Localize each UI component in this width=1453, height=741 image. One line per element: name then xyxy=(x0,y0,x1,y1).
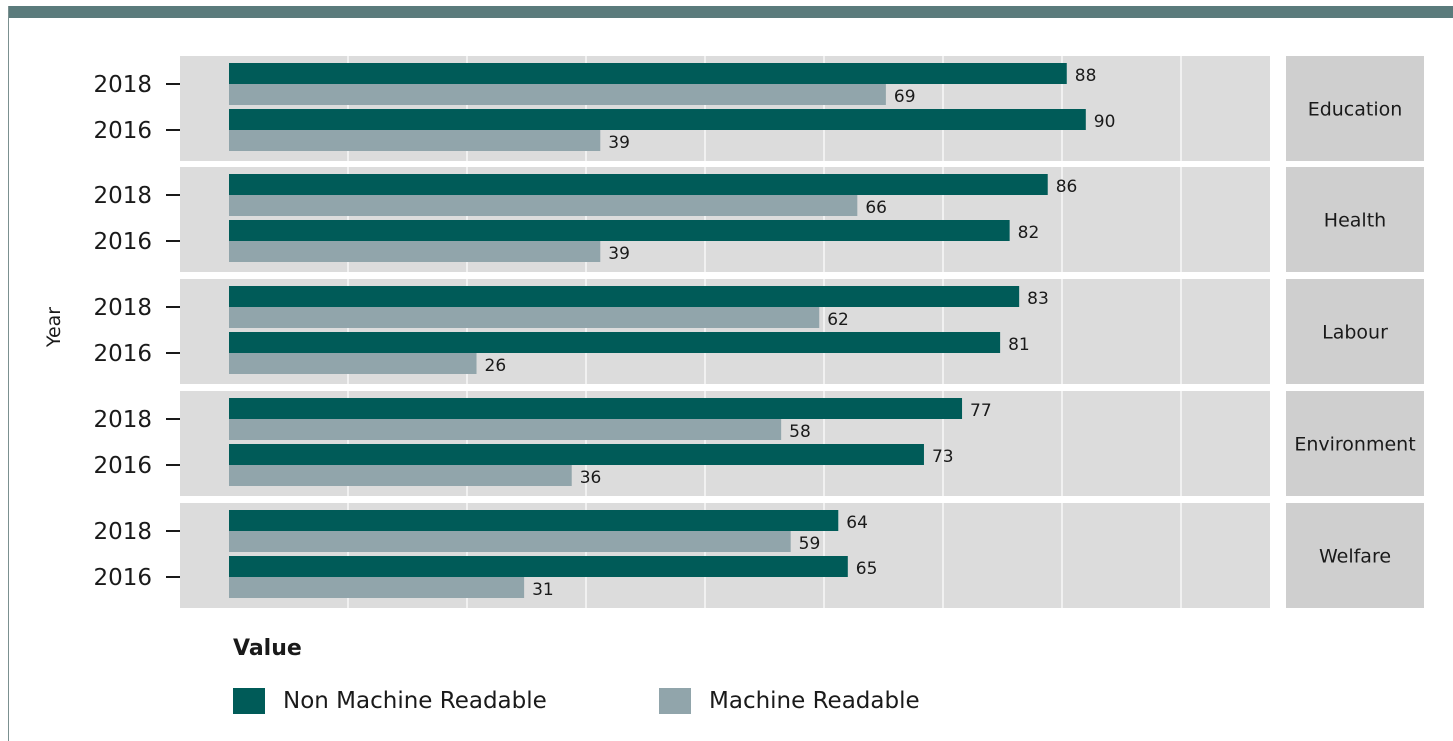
bar-labour-2018-non-machine-readable xyxy=(229,286,1020,307)
data-label-labour-2016-machine-readable: 26 xyxy=(485,356,507,376)
top-border xyxy=(8,6,1453,18)
legend-swatch-machine-readable xyxy=(659,688,691,714)
bar-welfare-2016-non-machine-readable xyxy=(229,556,848,577)
data-label-education-2018-machine-readable: 69 xyxy=(894,87,916,107)
bar-welfare-2018-machine-readable xyxy=(229,531,791,552)
legend-item-non-machine-readable: Non Machine Readable xyxy=(233,688,547,714)
y-tick-label-labour-2018: 2018 xyxy=(93,295,152,321)
bar-environment-2016-machine-readable xyxy=(229,465,572,486)
facet-label-environment: Environment xyxy=(1294,434,1415,456)
legend-title: Value xyxy=(233,636,302,661)
facet-label-labour: Labour xyxy=(1322,322,1388,344)
facet-strip-labour xyxy=(1286,279,1424,384)
bar-welfare-2018-non-machine-readable xyxy=(229,510,839,531)
left-border xyxy=(8,6,9,741)
bar-health-2018-non-machine-readable xyxy=(229,174,1048,195)
facet-label-health: Health xyxy=(1324,210,1386,232)
data-label-environment-2018-machine-readable: 58 xyxy=(789,422,811,442)
y-tick-label-environment-2016: 2016 xyxy=(93,453,152,479)
data-label-health-2018-non-machine-readable: 86 xyxy=(1056,177,1078,197)
data-label-welfare-2018-machine-readable: 59 xyxy=(799,534,821,554)
facet-label-welfare: Welfare xyxy=(1319,546,1391,568)
bar-education-2018-non-machine-readable xyxy=(229,63,1067,84)
data-label-welfare-2018-non-machine-readable: 64 xyxy=(846,513,868,533)
bar-environment-2016-non-machine-readable xyxy=(229,444,924,465)
facet-label-education: Education xyxy=(1308,99,1403,121)
data-label-labour-2018-machine-readable: 62 xyxy=(827,310,849,330)
facet-strip-environment xyxy=(1286,391,1424,496)
y-tick-label-education-2016: 2016 xyxy=(93,118,152,144)
legend-swatch-non-machine-readable xyxy=(233,688,265,714)
y-tick-label-education-2018: 2018 xyxy=(93,72,152,98)
data-label-health-2016-machine-readable: 39 xyxy=(608,244,630,264)
data-label-education-2018-non-machine-readable: 88 xyxy=(1075,66,1097,86)
data-label-labour-2018-non-machine-readable: 83 xyxy=(1027,289,1049,309)
bar-environment-2018-machine-readable xyxy=(229,419,782,440)
legend-label-machine-readable: Machine Readable xyxy=(709,688,920,714)
bar-education-2016-machine-readable xyxy=(229,130,601,151)
bar-labour-2016-non-machine-readable xyxy=(229,332,1001,353)
bar-health-2018-machine-readable xyxy=(229,195,858,216)
bar-environment-2018-non-machine-readable xyxy=(229,398,963,419)
y-tick-label-health-2016: 2016 xyxy=(93,229,152,255)
bar-labour-2018-machine-readable xyxy=(229,307,820,328)
data-label-welfare-2016-non-machine-readable: 65 xyxy=(856,559,878,579)
bar-health-2016-machine-readable xyxy=(229,241,601,262)
data-label-health-2016-non-machine-readable: 82 xyxy=(1018,223,1040,243)
data-label-welfare-2016-machine-readable: 31 xyxy=(532,580,554,600)
facet-strip-health xyxy=(1286,167,1424,272)
y-tick-label-welfare-2016: 2016 xyxy=(93,565,152,591)
data-label-education-2016-non-machine-readable: 90 xyxy=(1094,112,1116,132)
bar-welfare-2016-machine-readable xyxy=(229,577,525,598)
bar-labour-2016-machine-readable xyxy=(229,353,477,374)
legend-label-non-machine-readable: Non Machine Readable xyxy=(283,688,547,714)
facet-strip-welfare xyxy=(1286,503,1424,608)
bar-education-2016-non-machine-readable xyxy=(229,109,1086,130)
bar-health-2016-non-machine-readable xyxy=(229,220,1010,241)
data-label-environment-2016-machine-readable: 36 xyxy=(580,468,602,488)
data-label-health-2018-machine-readable: 66 xyxy=(865,198,887,218)
y-tick-label-labour-2016: 2016 xyxy=(93,341,152,367)
data-label-environment-2016-non-machine-readable: 73 xyxy=(932,447,954,467)
data-label-labour-2016-non-machine-readable: 81 xyxy=(1008,335,1030,355)
y-axis-label: Year xyxy=(43,306,66,348)
y-tick-label-welfare-2018: 2018 xyxy=(93,519,152,545)
y-tick-label-health-2018: 2018 xyxy=(93,183,152,209)
bar-education-2018-machine-readable xyxy=(229,84,886,105)
facet-strip-education xyxy=(1286,56,1424,161)
data-label-education-2016-machine-readable: 39 xyxy=(608,133,630,153)
y-tick-label-environment-2018: 2018 xyxy=(93,407,152,433)
legend-item-machine-readable: Machine Readable xyxy=(659,688,920,714)
data-label-environment-2018-non-machine-readable: 77 xyxy=(970,401,992,421)
